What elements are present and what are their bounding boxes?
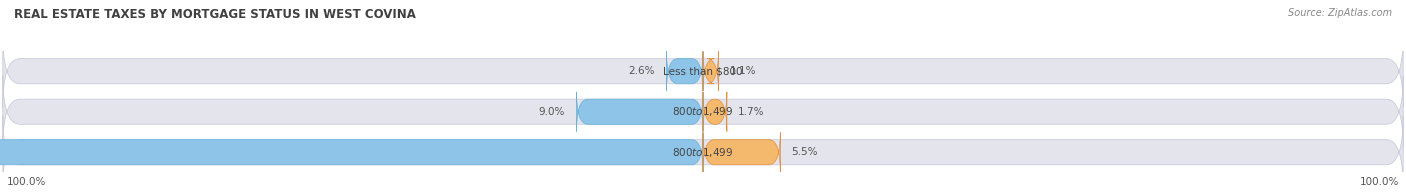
Text: 100.0%: 100.0% <box>1360 177 1399 187</box>
Text: 1.1%: 1.1% <box>730 66 756 76</box>
FancyBboxPatch shape <box>3 35 1403 107</box>
FancyBboxPatch shape <box>666 51 703 91</box>
Text: 5.5%: 5.5% <box>792 147 818 157</box>
FancyBboxPatch shape <box>576 92 703 132</box>
Text: Source: ZipAtlas.com: Source: ZipAtlas.com <box>1288 8 1392 18</box>
FancyBboxPatch shape <box>703 51 718 91</box>
FancyBboxPatch shape <box>703 92 727 132</box>
FancyBboxPatch shape <box>703 132 780 172</box>
FancyBboxPatch shape <box>0 132 703 172</box>
Text: $800 to $1,499: $800 to $1,499 <box>672 105 734 118</box>
Text: 9.0%: 9.0% <box>538 107 565 117</box>
FancyBboxPatch shape <box>3 116 1403 188</box>
Text: 1.7%: 1.7% <box>738 107 765 117</box>
Text: REAL ESTATE TAXES BY MORTGAGE STATUS IN WEST COVINA: REAL ESTATE TAXES BY MORTGAGE STATUS IN … <box>14 8 416 21</box>
Text: 2.6%: 2.6% <box>628 66 655 76</box>
Text: $800 to $1,499: $800 to $1,499 <box>672 146 734 159</box>
FancyBboxPatch shape <box>3 76 1403 148</box>
Text: 100.0%: 100.0% <box>7 177 46 187</box>
Text: Less than $800: Less than $800 <box>664 66 742 76</box>
